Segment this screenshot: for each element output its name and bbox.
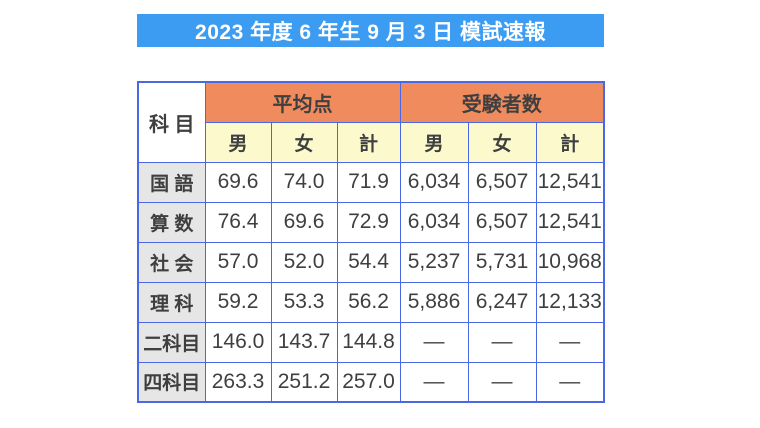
avg-total-cell: 257.0	[336, 361, 401, 403]
avg-total-cell: 54.4	[336, 241, 401, 283]
title-text: 2023 年度 6 年生 9 月 3 日 模試速報	[195, 20, 546, 44]
avg-female-cell: 53.3	[270, 281, 338, 323]
table-row-shakai: 社 会 57.0 52.0 54.4 5,237 5,731 10,968	[137, 241, 605, 283]
avg-male-cell: 57.0	[204, 241, 272, 283]
table-row-yonkamoku: 四科目 263.3 251.2 257.0 ― ― ―	[137, 361, 605, 403]
subject-cell: 算 数	[137, 201, 206, 243]
cnt-male-header: 男	[399, 121, 469, 163]
cnt-male-cell: ―	[399, 321, 469, 363]
subject-cell: 四科目	[137, 361, 206, 403]
avg-total-cell: 144.8	[336, 321, 401, 363]
group-header-row: 科 目 平均点 受験者数	[137, 81, 605, 163]
cnt-total-cell: ―	[535, 321, 605, 363]
table-row-nikamoku: 二科目 146.0 143.7 144.8 ― ― ―	[137, 321, 605, 363]
cnt-female-header: 女	[467, 121, 537, 163]
cnt-total-cell: 10,968	[535, 241, 605, 283]
cnt-female-cell: 6,247	[467, 281, 537, 323]
sub-header-row: 男 女 計 男 女 計	[138, 121, 605, 163]
avg-female-cell: 251.2	[270, 361, 338, 403]
avg-total-cell: 72.9	[336, 201, 401, 243]
avg-male-cell: 69.6	[204, 161, 272, 203]
avg-female-cell: 52.0	[270, 241, 338, 283]
cnt-female-cell: 5,731	[467, 241, 537, 283]
avg-male-cell: 263.3	[204, 361, 272, 403]
cnt-total-cell: 12,541	[535, 201, 605, 243]
avg-female-cell: 69.6	[270, 201, 338, 243]
cnt-total-cell: 12,541	[535, 161, 605, 203]
avg-total-cell: 56.2	[336, 281, 401, 323]
cnt-female-cell: 6,507	[467, 201, 537, 243]
cnt-male-cell: ―	[399, 361, 469, 403]
avg-female-cell: 74.0	[270, 161, 338, 203]
avg-total-cell: 71.9	[336, 161, 401, 203]
avg-total-header: 計	[336, 121, 401, 163]
exam-results-table: 科 目 平均点 受験者数 男 女 計 男 女 計 国 語 69.6 74.0 7…	[137, 81, 605, 403]
cnt-male-cell: 6,034	[399, 201, 469, 243]
subject-column-header: 科 目	[137, 81, 206, 163]
cnt-female-cell: ―	[467, 361, 537, 403]
examinee-count-group-header: 受験者数	[399, 81, 605, 123]
cnt-male-cell: 5,886	[399, 281, 469, 323]
title-banner: 2023 年度 6 年生 9 月 3 日 模試速報	[137, 14, 604, 47]
subject-cell: 社 会	[137, 241, 206, 283]
cnt-total-cell: 12,133	[535, 281, 605, 323]
cnt-female-cell: 6,507	[467, 161, 537, 203]
cnt-total-cell: ―	[535, 361, 605, 403]
average-score-group-header: 平均点	[204, 81, 401, 123]
table-row-rika: 理 科 59.2 53.3 56.2 5,886 6,247 12,133	[137, 281, 605, 323]
avg-male-cell: 146.0	[204, 321, 272, 363]
cnt-female-cell: ―	[467, 321, 537, 363]
subject-cell: 国 語	[137, 161, 206, 203]
avg-male-cell: 59.2	[204, 281, 272, 323]
avg-male-header: 男	[204, 121, 272, 163]
avg-male-cell: 76.4	[204, 201, 272, 243]
table-row-kokugo: 国 語 69.6 74.0 71.9 6,034 6,507 12,541	[137, 161, 605, 203]
cnt-total-header: 計	[535, 121, 605, 163]
cnt-male-cell: 5,237	[399, 241, 469, 283]
subject-cell: 理 科	[137, 281, 206, 323]
avg-female-cell: 143.7	[270, 321, 338, 363]
subject-cell: 二科目	[137, 321, 206, 363]
cnt-male-cell: 6,034	[399, 161, 469, 203]
avg-female-header: 女	[270, 121, 338, 163]
table-row-sansu: 算 数 76.4 69.6 72.9 6,034 6,507 12,541	[137, 201, 605, 243]
